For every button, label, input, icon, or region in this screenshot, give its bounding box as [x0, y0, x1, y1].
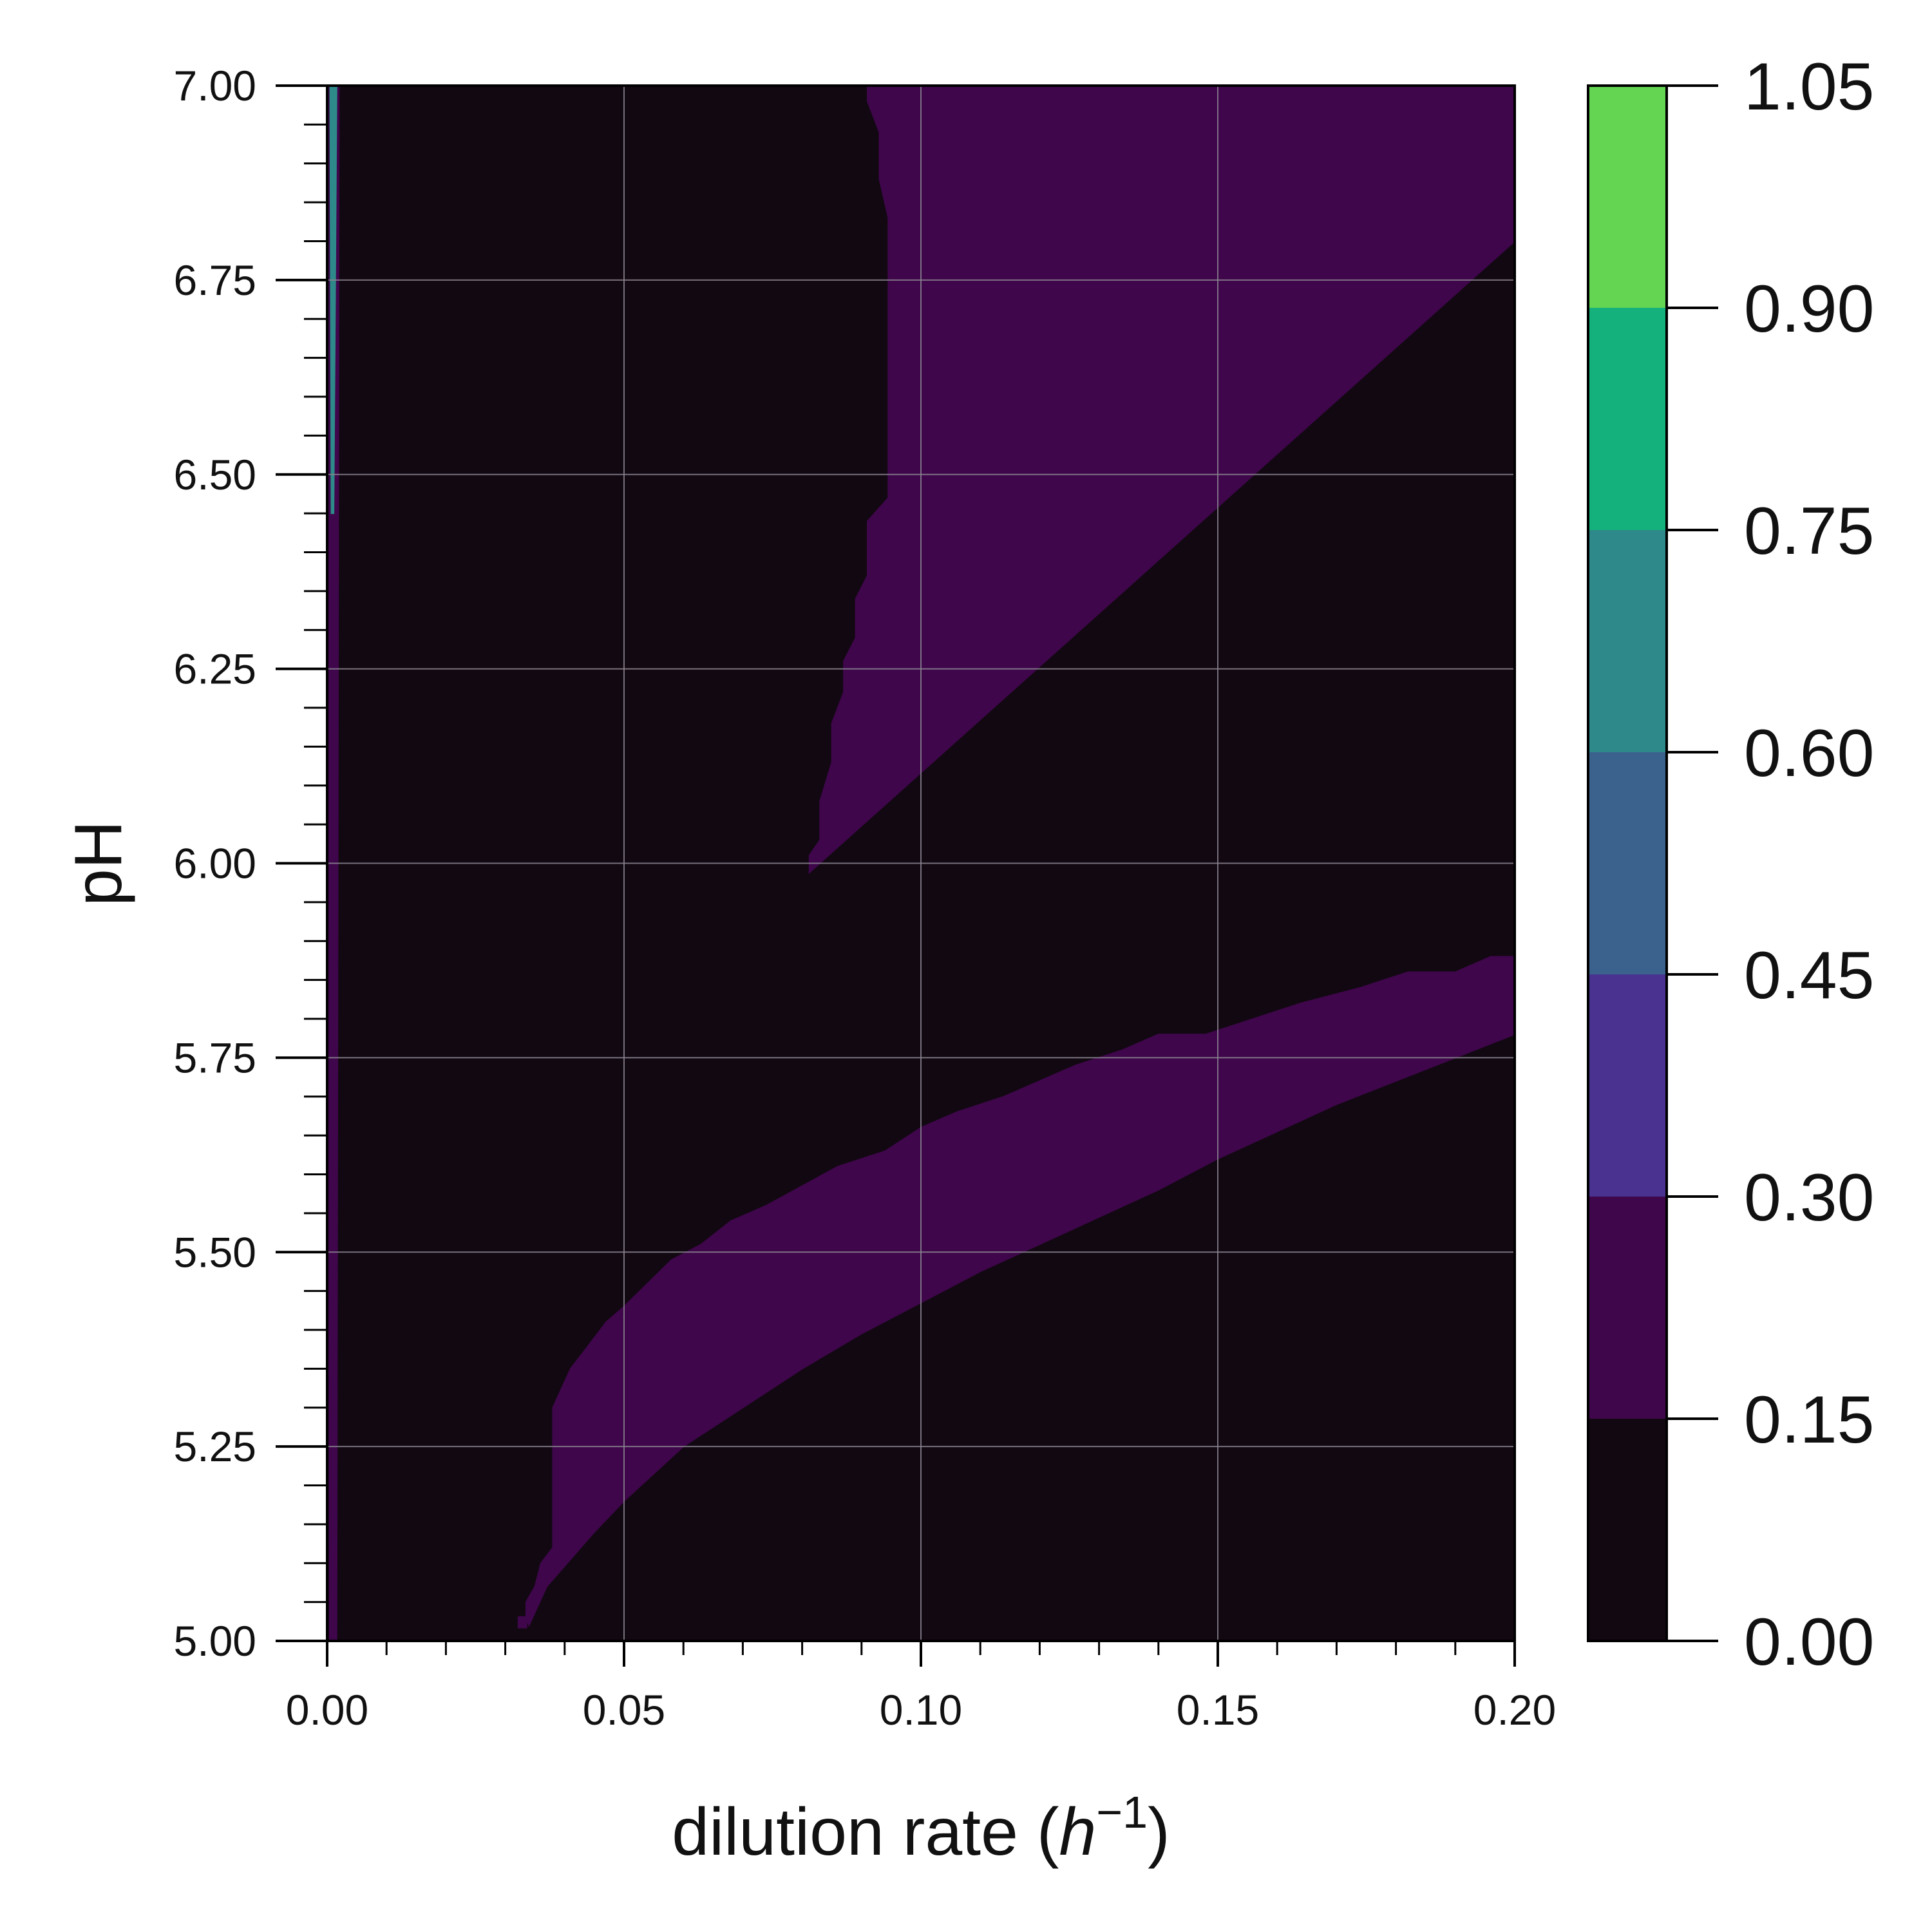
x-tick-label-1: 0.05	[583, 1686, 665, 1734]
colorbar-tick-label-2: 0.30	[1744, 1160, 1874, 1235]
colorbar-tick-label-4: 0.60	[1744, 716, 1874, 791]
y-tick-label-2: 5.50	[174, 1228, 256, 1276]
y-tick-label-4: 6.00	[174, 840, 256, 887]
contour-region-lower-band	[525, 956, 1515, 1627]
colorbar-tick-label-5: 0.75	[1744, 494, 1874, 569]
colorbar-band-1	[1588, 1197, 1667, 1419]
x-axis: 0.00 0.05 0.10 0.15 0.20	[286, 1641, 1556, 1734]
x-tick-label-2: 0.10	[880, 1686, 962, 1734]
colorbar-band-3	[1588, 752, 1667, 974]
colorbar-band-4	[1588, 530, 1667, 752]
colorbar-band-5	[1588, 308, 1667, 530]
y-axis: 5.00 5.25 5.50 5.75 6.00 6.25 6.50 6.75 7.00	[174, 62, 327, 1665]
colorbar-tick-label-1: 0.15	[1744, 1383, 1874, 1457]
x-axis-title-open: (	[1037, 1795, 1059, 1870]
colorbar-tick-label-3: 0.45	[1744, 938, 1874, 1013]
x-axis-title-text: dilution rate	[672, 1795, 1018, 1870]
colorbar-band-6	[1588, 86, 1667, 308]
contour-region-upper-band	[808, 85, 1515, 875]
x-axis-title: dilution rate (h−1)	[672, 1787, 1170, 1870]
colorbar-tick-label-0: 0.00	[1744, 1605, 1874, 1680]
plot-area	[326, 84, 1516, 1642]
contour-region-lower-band-speck	[517, 1616, 527, 1629]
y-tick-label-5: 6.25	[174, 645, 256, 693]
colorbar-tick-label-7: 1.05	[1744, 50, 1874, 124]
x-tick-label-0: 0.00	[286, 1686, 368, 1734]
colorbar-band-2	[1588, 974, 1667, 1197]
y-tick-label-7: 6.75	[174, 256, 256, 304]
x-axis-unit-exp: −1	[1096, 1787, 1148, 1837]
colorbar: 0.00 0.15 0.30 0.45 0.60 0.75 0.90 1.05	[1587, 50, 1874, 1680]
y-axis-title: pH	[61, 820, 136, 906]
y-tick-label-8: 7.00	[174, 62, 256, 109]
x-tick-label-4: 0.20	[1473, 1686, 1556, 1734]
colorbar-band-0	[1588, 1419, 1667, 1641]
y-tick-label-0: 5.00	[174, 1617, 256, 1665]
colorbar-frame	[1587, 84, 1668, 1642]
y-tick-label-6: 6.50	[174, 451, 256, 498]
colorbar-tick-label-6: 0.90	[1744, 272, 1874, 346]
x-axis-title-close: )	[1148, 1795, 1170, 1870]
x-axis-unit-base: h	[1059, 1795, 1096, 1870]
x-tick-label-3: 0.15	[1177, 1686, 1259, 1734]
y-tick-label-3: 5.75	[174, 1034, 256, 1081]
y-tick-label-1: 5.25	[174, 1423, 256, 1470]
